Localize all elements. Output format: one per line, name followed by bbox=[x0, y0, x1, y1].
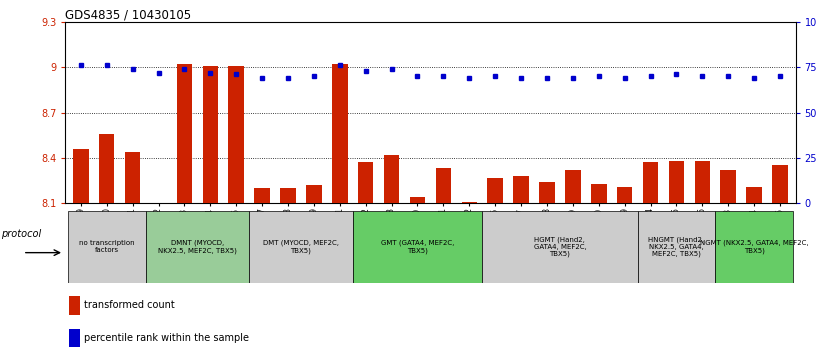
Text: NGMT (NKX2.5, GATA4, MEF2C,
TBX5): NGMT (NKX2.5, GATA4, MEF2C, TBX5) bbox=[700, 240, 809, 254]
Text: HNGMT (Hand2,
NKX2.5, GATA4,
MEF2C, TBX5): HNGMT (Hand2, NKX2.5, GATA4, MEF2C, TBX5… bbox=[649, 236, 704, 257]
Bar bbox=[721, 170, 736, 203]
Bar bbox=[617, 187, 632, 203]
Bar bbox=[436, 168, 451, 203]
Bar bbox=[73, 149, 89, 203]
Text: percentile rank within the sample: percentile rank within the sample bbox=[83, 333, 249, 343]
Bar bbox=[228, 66, 244, 203]
Text: transformed count: transformed count bbox=[83, 301, 175, 310]
Text: GDS4835 / 10430105: GDS4835 / 10430105 bbox=[65, 9, 192, 22]
Bar bbox=[539, 182, 555, 203]
Bar bbox=[280, 188, 295, 203]
Text: DMT (MYOCD, MEF2C,
TBX5): DMT (MYOCD, MEF2C, TBX5) bbox=[263, 240, 339, 254]
Text: no transcription
factors: no transcription factors bbox=[79, 240, 135, 253]
Bar bbox=[353, 211, 482, 283]
Bar bbox=[591, 184, 606, 203]
Bar bbox=[487, 178, 503, 203]
Text: protocol: protocol bbox=[2, 229, 42, 239]
Bar bbox=[202, 66, 218, 203]
Text: DMNT (MYOCD,
NKX2.5, MEF2C, TBX5): DMNT (MYOCD, NKX2.5, MEF2C, TBX5) bbox=[158, 240, 237, 254]
Bar bbox=[358, 163, 374, 203]
Bar bbox=[69, 296, 80, 315]
Bar bbox=[772, 166, 787, 203]
Bar bbox=[694, 161, 710, 203]
Bar bbox=[565, 170, 581, 203]
Bar bbox=[249, 211, 353, 283]
Bar bbox=[643, 163, 659, 203]
Bar bbox=[176, 64, 193, 203]
Bar bbox=[637, 211, 716, 283]
Bar bbox=[332, 64, 348, 203]
Bar bbox=[69, 329, 80, 347]
Bar bbox=[255, 188, 270, 203]
Bar bbox=[668, 161, 685, 203]
Bar bbox=[482, 211, 637, 283]
Bar bbox=[306, 185, 322, 203]
Bar bbox=[410, 197, 425, 203]
Bar bbox=[68, 211, 145, 283]
Bar bbox=[513, 176, 529, 203]
Bar bbox=[716, 211, 793, 283]
Text: HGMT (Hand2,
GATA4, MEF2C,
TBX5): HGMT (Hand2, GATA4, MEF2C, TBX5) bbox=[534, 236, 587, 257]
Bar bbox=[99, 134, 114, 203]
Bar bbox=[384, 155, 399, 203]
Bar bbox=[125, 152, 140, 203]
Bar bbox=[747, 187, 762, 203]
Text: GMT (GATA4, MEF2C,
TBX5): GMT (GATA4, MEF2C, TBX5) bbox=[381, 240, 455, 254]
Bar bbox=[145, 211, 249, 283]
Bar bbox=[462, 202, 477, 203]
